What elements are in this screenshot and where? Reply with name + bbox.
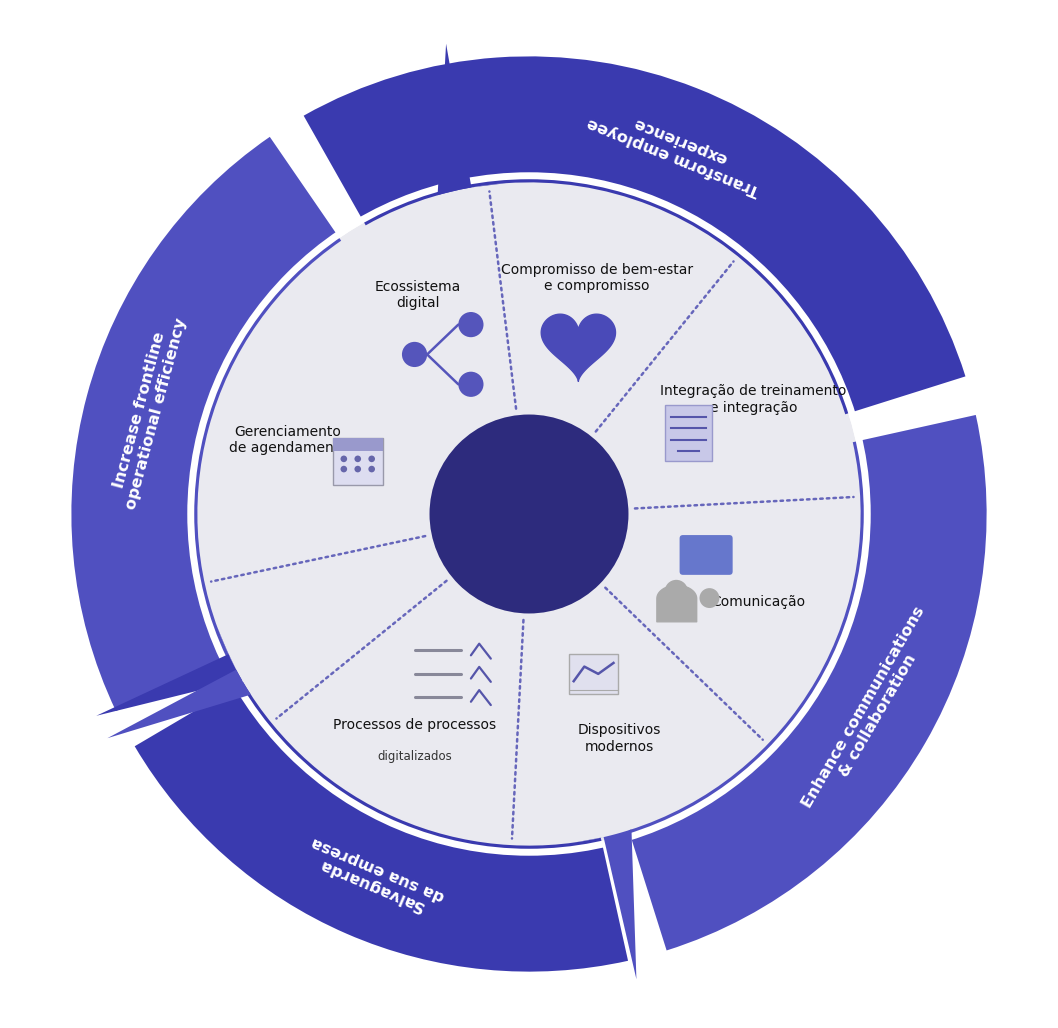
Circle shape: [354, 455, 361, 463]
Text: Processos de processos: Processos de processos: [333, 719, 496, 732]
Circle shape: [699, 588, 719, 608]
Wedge shape: [304, 57, 966, 414]
Circle shape: [354, 466, 361, 473]
Circle shape: [402, 342, 427, 367]
Text: Enhance communications
& collaboration: Enhance communications & collaboration: [799, 603, 943, 819]
Wedge shape: [134, 683, 628, 971]
Text: Dispositivos
modernos: Dispositivos modernos: [578, 724, 661, 754]
Polygon shape: [96, 627, 242, 715]
Text: digitalizados: digitalizados: [378, 750, 452, 764]
Text: Comunicação: Comunicação: [711, 595, 805, 609]
Circle shape: [664, 580, 688, 603]
Circle shape: [341, 466, 347, 473]
FancyBboxPatch shape: [333, 438, 383, 485]
Circle shape: [368, 455, 375, 463]
Circle shape: [430, 414, 628, 614]
Circle shape: [368, 466, 375, 473]
Polygon shape: [107, 644, 251, 738]
Circle shape: [458, 372, 484, 397]
FancyBboxPatch shape: [569, 654, 619, 694]
FancyBboxPatch shape: [665, 404, 712, 461]
Circle shape: [458, 313, 484, 337]
Polygon shape: [542, 315, 616, 381]
Text: Salvaguarda
da sua empresa: Salvaguarda da sua empresa: [303, 835, 448, 920]
Polygon shape: [438, 44, 506, 195]
Text: Increase frontline
operational efficiency: Increase frontline operational efficienc…: [107, 313, 189, 511]
Polygon shape: [576, 830, 637, 980]
Text: Compromisso de bem-estar
e compromisso: Compromisso de bem-estar e compromisso: [500, 263, 693, 293]
Wedge shape: [71, 137, 341, 711]
FancyBboxPatch shape: [333, 438, 383, 451]
FancyBboxPatch shape: [679, 535, 732, 575]
Wedge shape: [628, 415, 987, 951]
Text: Ecossistema
digital: Ecossistema digital: [375, 281, 460, 310]
Text: Transform employee
experience: Transform employee experience: [585, 99, 768, 197]
Text: Integração de treinamento
e integração: Integração de treinamento e integração: [660, 384, 846, 414]
Circle shape: [194, 179, 864, 849]
Text: Gerenciamento
de agendamento: Gerenciamento de agendamento: [229, 426, 347, 455]
Circle shape: [341, 455, 347, 463]
